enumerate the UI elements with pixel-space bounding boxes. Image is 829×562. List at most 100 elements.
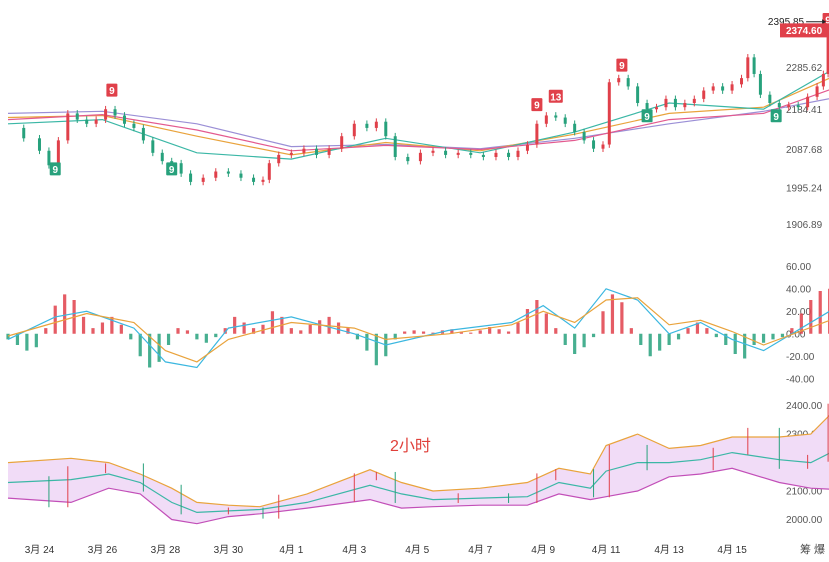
price-candle — [277, 154, 281, 164]
macd-histogram-bar — [573, 333, 577, 354]
price-candle — [787, 105, 791, 108]
td-sequence-marker — [106, 83, 118, 97]
macd-histogram-bar — [809, 300, 813, 334]
td-sequence-label: 9 — [52, 165, 58, 176]
price-ma-line-3 — [7, 70, 829, 160]
price-candle — [740, 78, 744, 85]
price-y-tick-label: 2184.41 — [786, 105, 823, 116]
boll-y-tick-label: 2100.00 — [786, 487, 823, 498]
macd-histogram-bar — [818, 291, 822, 334]
price-candle — [365, 123, 369, 128]
macd-histogram-bar — [15, 333, 20, 345]
price-candle — [122, 115, 126, 124]
macd-histogram-bar — [610, 294, 615, 334]
price-candle — [151, 140, 155, 153]
td-sequence-marker — [616, 58, 628, 72]
price-candle — [393, 136, 397, 157]
td-sequence-marker — [548, 89, 563, 103]
macd-histogram-bar — [110, 316, 114, 334]
price-candle — [179, 163, 183, 174]
macd-histogram-bar — [138, 333, 142, 357]
macd-histogram-bar — [318, 320, 322, 334]
macd-line-2 — [7, 297, 829, 363]
price-candle — [645, 103, 649, 110]
macd-histogram-bar — [100, 322, 105, 334]
macd-histogram-bar — [724, 333, 728, 345]
x-axis-date-label: 4月 5 — [405, 544, 429, 556]
macd-histogram-bar — [214, 333, 218, 338]
price-pane: 2285.622184.412087.681995.241906.8999991… — [7, 13, 829, 231]
macd-histogram-bar — [91, 328, 95, 334]
price-candle — [56, 140, 60, 166]
macd-histogram-bar — [308, 324, 312, 334]
footer-logo: 筹 爆 — [800, 542, 825, 556]
macd-histogram-bar — [431, 332, 435, 334]
macd-y-tick-label: 20.00 — [786, 307, 811, 318]
price-candle — [113, 109, 117, 116]
macd-histogram-bar — [695, 322, 700, 334]
price-candle — [315, 148, 319, 155]
price-candle — [469, 152, 473, 155]
macd-y-tick-label: -40.00 — [786, 374, 815, 385]
last-price-label: 2374.60 — [786, 26, 823, 37]
td-sequence-label: 9 — [619, 61, 625, 72]
macd-line-1 — [7, 288, 829, 369]
td-sequence-label: 9 — [169, 165, 175, 176]
price-candle — [607, 82, 611, 145]
price-candle — [431, 150, 435, 153]
macd-histogram-bar — [346, 328, 350, 334]
price-candle — [692, 98, 696, 104]
td-sequence-label: 9 — [109, 86, 115, 97]
price-candle — [160, 152, 164, 162]
price-y-tick-label: 2285.62 — [786, 63, 823, 74]
price-candle — [189, 173, 193, 182]
bollinger-band-fill — [8, 415, 829, 524]
price-candle — [683, 103, 687, 108]
price-candle — [592, 140, 596, 149]
x-axis-date-label: 4月 15 — [717, 544, 747, 556]
macd-histogram-bar — [554, 328, 558, 334]
macd-histogram-bar — [185, 330, 190, 334]
macd-histogram-bar — [620, 302, 624, 334]
price-candle — [214, 171, 218, 178]
price-candle — [626, 78, 630, 87]
td-sequence-marker — [770, 109, 782, 123]
macd-histogram-bar — [421, 331, 426, 334]
macd-histogram-bar — [63, 294, 67, 334]
price-candle — [384, 121, 388, 137]
macd-histogram-bar — [705, 328, 709, 334]
x-axis-date-label: 3月 26 — [88, 544, 118, 556]
price-candle — [711, 86, 715, 91]
macd-histogram-bar — [488, 327, 492, 334]
macd-histogram-bar — [81, 316, 86, 334]
price-candle — [444, 150, 448, 155]
macd-histogram-bar — [544, 313, 548, 334]
macd-histogram-bar — [506, 331, 511, 334]
macd-histogram-bar — [412, 330, 416, 334]
macd-histogram-bar — [166, 333, 171, 345]
price-candle — [252, 177, 256, 182]
price-candle — [730, 84, 734, 91]
price-y-tick-label: 1906.89 — [786, 220, 823, 231]
td-sequence-label: 9 — [534, 101, 540, 112]
price-candle — [535, 123, 539, 145]
macd-histogram-bar — [223, 328, 227, 334]
td-sequence-marker — [166, 162, 178, 176]
bollinger-lower-line — [7, 467, 829, 525]
price-candle — [544, 115, 548, 124]
macd-histogram-bar — [204, 333, 208, 343]
price-candle — [601, 144, 605, 149]
macd-histogram-bar — [34, 333, 38, 348]
price-candle — [494, 152, 498, 157]
macd-pane: 60.00 40.00 20.00 0.00 -20.00 -40.00 — [6, 262, 829, 385]
macd-histogram-bar — [676, 333, 681, 340]
price-candle — [289, 152, 293, 155]
macd-histogram-bar — [790, 328, 794, 334]
price-candle — [821, 73, 825, 87]
x-axis: 3月 24 3月 26 3月 28 3月 30 4月 1 4月 3 4月 5 4月 7 4月 9… — [25, 544, 747, 556]
macd-histogram-bar — [270, 311, 275, 334]
macd-histogram-bar — [289, 328, 293, 334]
price-candle — [582, 132, 586, 141]
price-candle — [721, 86, 725, 91]
macd-histogram-bar — [601, 311, 605, 334]
